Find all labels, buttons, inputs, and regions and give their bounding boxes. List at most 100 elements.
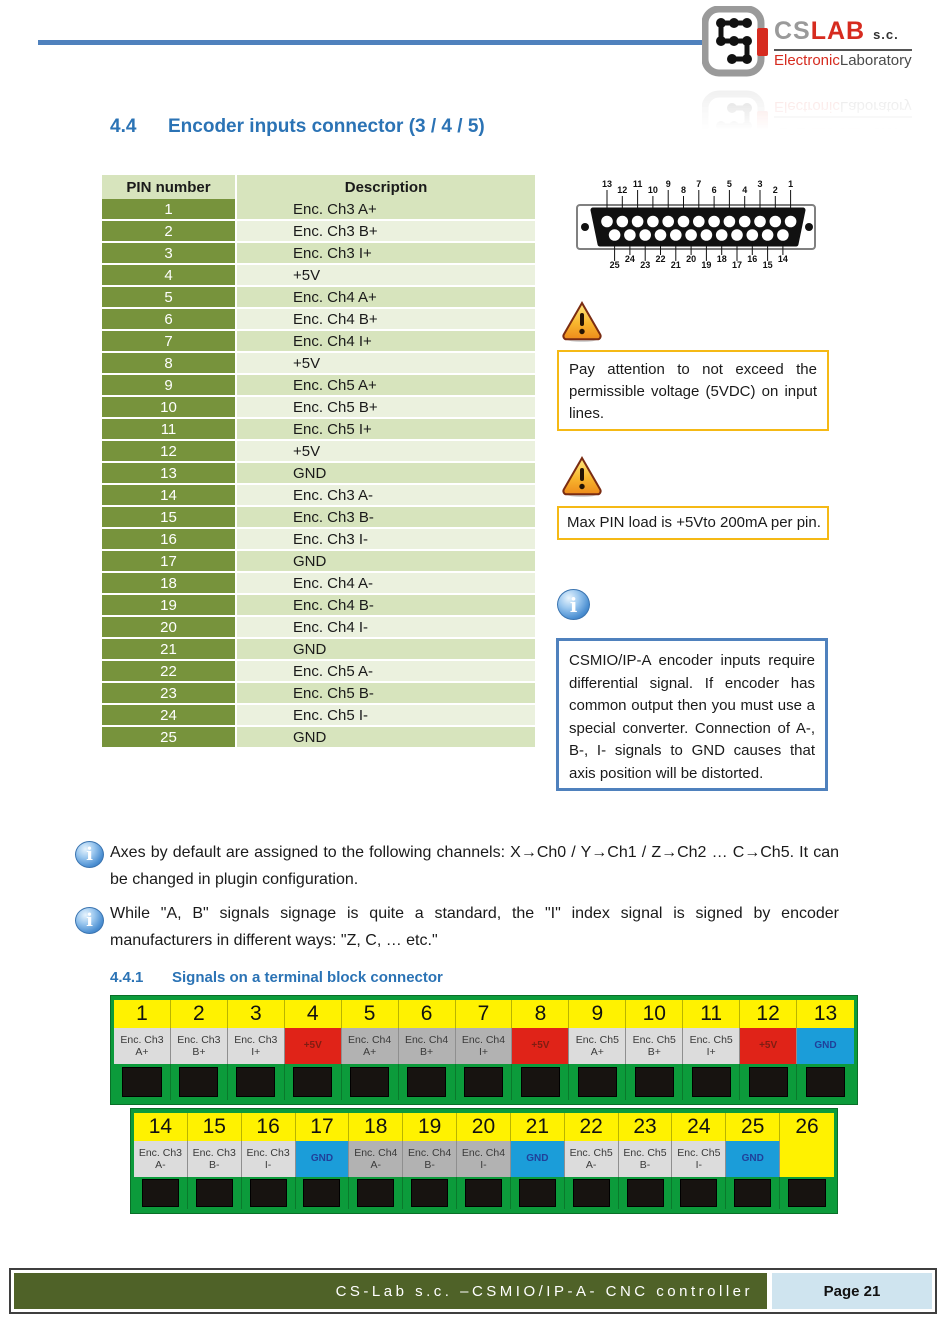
connector-pin-label: 25 bbox=[610, 260, 620, 270]
pin-number-cell: 18 bbox=[102, 573, 237, 595]
terminal-socket bbox=[512, 1064, 570, 1100]
terminal-socket-hole bbox=[293, 1066, 333, 1098]
pin-table: PIN number Description 1 Enc. Ch3 A+ 2 Enc.… bbox=[102, 175, 535, 749]
terminal-column: 5 Enc. Ch4 A+ bbox=[341, 1000, 399, 1100]
terminal-socket bbox=[242, 1177, 296, 1209]
connector-pin-label: 18 bbox=[717, 254, 727, 264]
terminal-column: 3 Enc. Ch3 I+ bbox=[227, 1000, 285, 1100]
cslab-logo-icon bbox=[701, 84, 768, 162]
terminal-socket-hole bbox=[407, 1066, 447, 1098]
table-row: 5 Enc. Ch4 A+ bbox=[102, 287, 535, 309]
note-index-signal: While "A, B" signals signage is quite a … bbox=[110, 905, 839, 949]
pin-description-cell: GND bbox=[237, 551, 535, 573]
pin-number-cell: 7 bbox=[102, 331, 237, 353]
terminal-pin-number: 22 bbox=[564, 1113, 619, 1141]
terminal-pin-number: 18 bbox=[349, 1113, 404, 1141]
terminal-pin-number: 5 bbox=[341, 1000, 399, 1028]
table-row: 22 Enc. Ch5 A- bbox=[102, 661, 535, 683]
pin-number-cell: 21 bbox=[102, 639, 237, 661]
terminal-socket bbox=[726, 1177, 781, 1209]
connector-pin-label: 24 bbox=[625, 254, 635, 264]
pin-number-cell: 24 bbox=[102, 705, 237, 727]
table-row: 15 Enc. Ch3 B- bbox=[102, 507, 535, 529]
terminal-socket bbox=[619, 1177, 673, 1209]
pin-table-header-desc: Description bbox=[237, 175, 535, 199]
pin-description-cell: Enc. Ch5 I+ bbox=[237, 419, 535, 441]
terminal-socket-hole bbox=[464, 1179, 502, 1207]
logo-tagline: ElectronicLaboratory bbox=[774, 52, 912, 69]
pin-description-cell: Enc. Ch4 I- bbox=[237, 617, 535, 639]
pin-description-cell: GND bbox=[237, 463, 535, 485]
warning-box-pin-load: Max PIN load is +5Vto 200mA per pin. bbox=[557, 506, 829, 540]
terminal-socket-hole bbox=[626, 1179, 664, 1207]
terminal-socket bbox=[296, 1177, 350, 1209]
pin-description-cell: Enc. Ch5 I- bbox=[237, 705, 535, 727]
terminal-socket bbox=[349, 1177, 404, 1209]
terminal-column: 8 +5V bbox=[512, 1000, 570, 1100]
logo-brand-line: CSLAB s.c. bbox=[774, 18, 912, 51]
terminal-socket bbox=[134, 1177, 188, 1209]
terminal-pin-number: 16 bbox=[241, 1113, 296, 1141]
terminal-socket bbox=[456, 1064, 513, 1100]
terminal-socket-hole bbox=[350, 1066, 390, 1098]
header-rule bbox=[38, 40, 703, 45]
connector-pin-label: 20 bbox=[686, 254, 696, 264]
terminal-pin-number: 17 bbox=[295, 1113, 350, 1141]
terminal-pin-label: GND bbox=[295, 1141, 350, 1177]
terminal-column: 18 Enc. Ch4 A- bbox=[349, 1113, 404, 1209]
terminal-pin-number: 21 bbox=[510, 1113, 565, 1141]
terminal-socket bbox=[285, 1064, 342, 1100]
connector-pin-label: 3 bbox=[757, 179, 762, 189]
terminal-column: 17 GND bbox=[295, 1113, 350, 1209]
terminal-pin-label: GND bbox=[510, 1141, 565, 1177]
subsection-number: 4.4.1 bbox=[110, 969, 144, 986]
terminal-socket bbox=[171, 1064, 228, 1100]
pin-table-header-row: PIN number Description bbox=[102, 175, 535, 199]
table-row: 13 GND bbox=[102, 463, 535, 485]
section-number: 4.4 bbox=[110, 116, 137, 137]
pin-table-header-pin: PIN number bbox=[102, 175, 237, 199]
terminal-socket bbox=[399, 1064, 456, 1100]
terminal-column: 4 +5V bbox=[284, 1000, 342, 1100]
terminal-socket-hole bbox=[680, 1179, 718, 1207]
terminal-pin-label: Enc. Ch5 A- bbox=[564, 1141, 619, 1177]
terminal-socket-hole bbox=[249, 1179, 287, 1207]
terminal-socket bbox=[569, 1064, 627, 1100]
terminal-pin-label: +5V bbox=[740, 1028, 798, 1064]
pin-number-cell: 2 bbox=[102, 221, 237, 243]
table-row: 7 Enc. Ch4 I+ bbox=[102, 331, 535, 353]
footer-page-number: Page 21 bbox=[772, 1273, 932, 1309]
logo-tagline: ElectronicLaboratory bbox=[774, 98, 912, 115]
terminal-pin-number: 4 bbox=[284, 1000, 342, 1028]
terminal-pin-number: 6 bbox=[398, 1000, 456, 1028]
terminal-column: 19 Enc. Ch4 B- bbox=[403, 1113, 458, 1209]
connector-pin-label: 21 bbox=[671, 260, 681, 270]
terminal-pin-number: 26 bbox=[780, 1113, 834, 1141]
terminal-pin-number: 20 bbox=[457, 1113, 511, 1141]
connector-pin-label: 2 bbox=[773, 185, 778, 195]
terminal-pin-label: Enc. Ch3 A+ bbox=[114, 1028, 171, 1064]
table-row: 25 GND bbox=[102, 727, 535, 749]
terminal-pin-number: 14 bbox=[134, 1113, 188, 1141]
terminal-pin-label: Enc. Ch3 B+ bbox=[170, 1028, 228, 1064]
terminal-pin-label: Enc. Ch4 A+ bbox=[341, 1028, 399, 1064]
terminal-socket bbox=[342, 1064, 399, 1100]
cslab-logo-icon bbox=[701, 5, 768, 83]
connector-pin-label: 11 bbox=[633, 179, 643, 189]
terminal-socket-hole bbox=[734, 1179, 772, 1207]
pin-number-cell: 19 bbox=[102, 595, 237, 617]
table-row: 21 GND bbox=[102, 639, 535, 661]
terminal-socket-hole bbox=[788, 1179, 826, 1207]
terminal-socket-hole bbox=[634, 1066, 674, 1098]
pin-number-cell: 3 bbox=[102, 243, 237, 265]
terminal-socket bbox=[457, 1177, 511, 1209]
connector-pin-label: 19 bbox=[701, 260, 711, 270]
terminal-column: 12 +5V bbox=[740, 1000, 798, 1100]
terminal-pin-number: 9 bbox=[569, 1000, 627, 1028]
table-row: 2 Enc. Ch3 B+ bbox=[102, 221, 535, 243]
terminal-socket-hole bbox=[463, 1066, 504, 1098]
table-row: 24 Enc. Ch5 I- bbox=[102, 705, 535, 727]
footer-title: CS-Lab s.c. –CSMIO/IP-A- CNC controller bbox=[14, 1273, 767, 1309]
section-title: Encoder inputs connector (3 / 4 / 5) bbox=[168, 116, 485, 137]
